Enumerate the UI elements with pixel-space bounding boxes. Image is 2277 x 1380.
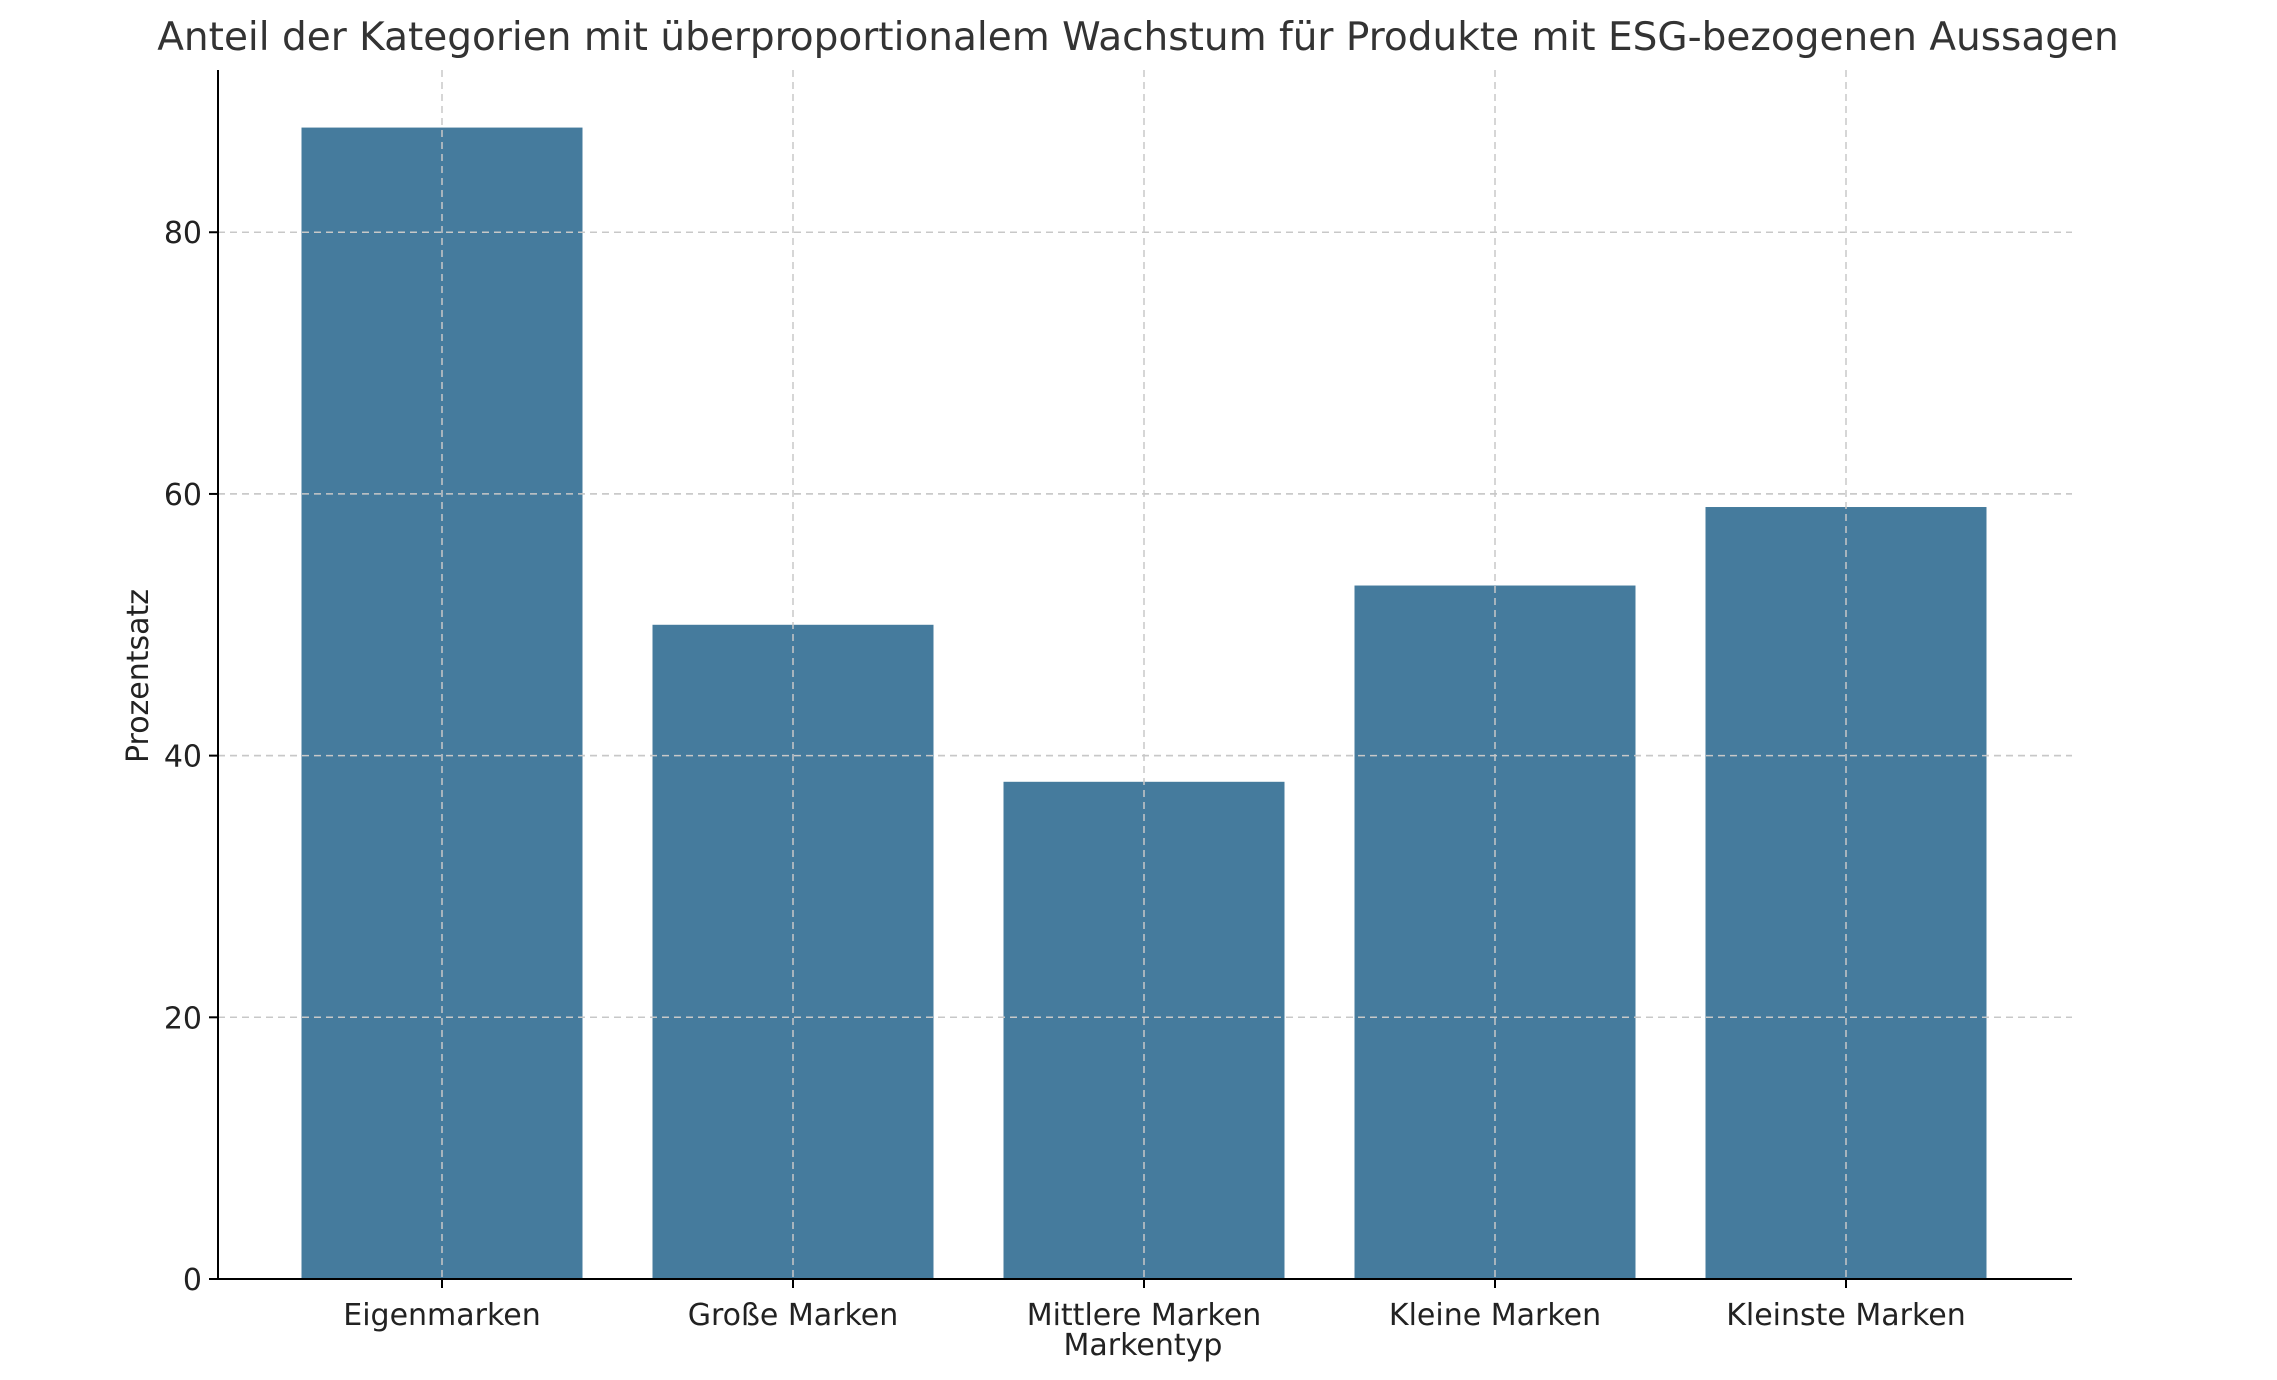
chart-title: Anteil der Kategorien mit überproportion… [157,15,2118,60]
y-tick-label-0: 0 [183,1263,202,1298]
y-tick-label-20: 20 [164,1001,202,1036]
x-tick-label-2: Mittlere Marken [1027,1298,1262,1333]
x-tick-label-3: Kleine Marken [1389,1298,1601,1333]
x-tick-label-4: Kleinste Marken [1726,1298,1966,1333]
x-axis-label: Markentyp [1064,1328,1223,1363]
y-tick-label-80: 80 [164,216,202,251]
x-tick-label-0: Eigenmarken [343,1298,541,1333]
y-tick-label-40: 40 [164,740,202,775]
y-axis-label: Prozentsatz [121,589,156,763]
grid-front-layer [218,70,2072,1279]
bar-eigenmarken [301,127,583,1280]
x-tick-label-1: Große Marken [688,1298,899,1333]
y-tick-label-60: 60 [164,478,202,513]
ticks-layer: 0 20 40 60 80 Eigenmarken Große Marken Mittlere… [164,216,1966,1333]
